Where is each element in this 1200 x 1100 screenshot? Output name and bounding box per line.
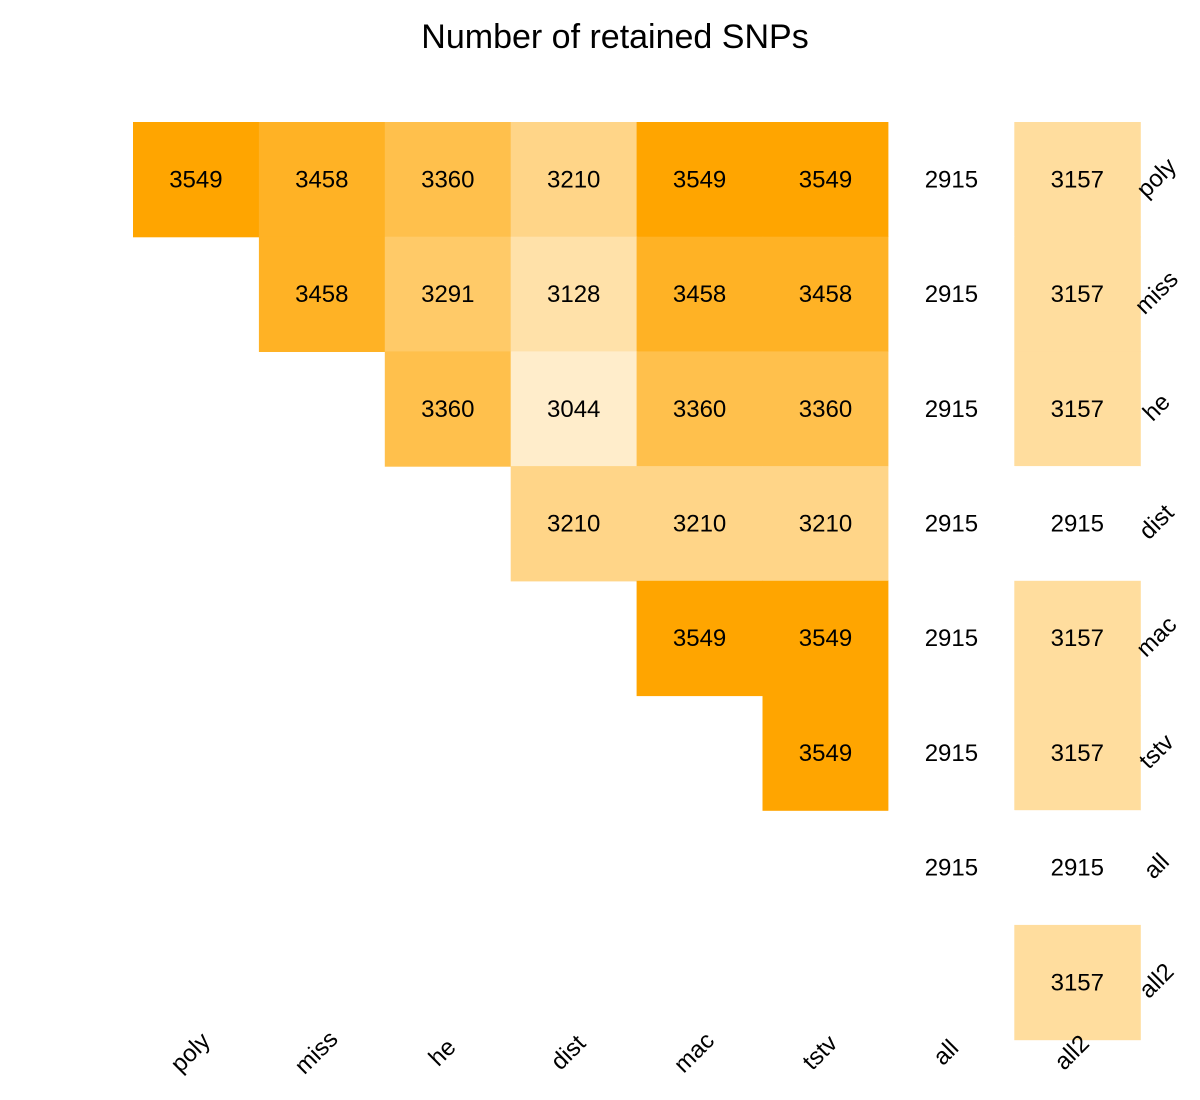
heatmap-cell-dist-tstv (762, 466, 889, 582)
heatmap-cell-he-he (384, 351, 512, 467)
cell-value-label: 3157 (1051, 166, 1104, 193)
heatmap-cell-mac-all (888, 580, 1015, 697)
heatmap-cell-miss-tstv (762, 236, 889, 352)
cell-value-label: 3458 (295, 166, 348, 193)
heatmap-cell-mac-mac (636, 580, 764, 697)
cell-value-label: 3360 (421, 166, 474, 193)
cell-value-label: 3549 (799, 740, 852, 767)
heatmap-cell-dist-all (888, 466, 1015, 582)
cell-value-label: 3549 (169, 166, 222, 193)
heatmap-cell-dist-mac (636, 466, 764, 582)
cell-value-label: 3549 (799, 625, 852, 652)
heatmap-cell-poly-mac (636, 122, 764, 238)
cell-value-label: 3210 (547, 166, 600, 193)
x-tick-label-tstv: tstv (797, 1030, 842, 1075)
cell-value-label: 3210 (547, 511, 600, 538)
heatmap-cell-all-all2 (1014, 810, 1141, 926)
cell-value-label: 3549 (673, 166, 726, 193)
cell-value-label: 2915 (925, 625, 978, 652)
cell-value-label: 2915 (925, 511, 978, 538)
x-tick-label-all: all (928, 1035, 964, 1071)
cell-value-label: 2915 (1051, 855, 1104, 882)
cells-layer (133, 122, 1141, 1041)
cell-value-label: 3044 (547, 396, 600, 423)
cell-value-label: 2915 (925, 740, 978, 767)
x-axis-labels: poly miss he dist mac tstv all all2 (165, 1026, 1094, 1080)
heatmap-cell-tstv-all (888, 695, 1015, 811)
cell-value-label: 3458 (295, 281, 348, 308)
cell-value-label: 3458 (799, 281, 852, 308)
x-tick-label-mac: mac (669, 1027, 720, 1078)
heatmap-cell-poly-tstv (762, 122, 889, 238)
heatmap-cell-all-all (888, 810, 1015, 926)
heatmap-cell-he-tstv (762, 351, 889, 467)
cell-value-label: 3157 (1051, 396, 1104, 423)
heatmap-cell-poly-poly (133, 122, 260, 238)
heatmap-cell-he-dist (510, 351, 638, 467)
cell-value-label: 3157 (1051, 740, 1104, 767)
x-tick-label-dist: dist (546, 1030, 592, 1076)
chart-title: Number of retained SNPs (421, 18, 808, 56)
heatmap-cell-miss-all2 (1014, 236, 1141, 352)
heatmap-cell-mac-all2 (1014, 580, 1141, 697)
cell-value-label: 3210 (673, 511, 726, 538)
heatmap-cell-poly-all2 (1014, 122, 1141, 238)
cell-value-label: 3157 (1051, 625, 1104, 652)
y-tick-label-all: all (1139, 848, 1175, 884)
labels-layer: 3549 3458 3360 3210 3549 3549 2915 3157 3458 3291… (169, 166, 1104, 996)
heatmap-cell-miss-he (384, 236, 512, 352)
y-tick-label-dist: dist (1134, 499, 1180, 545)
cell-value-label: 3291 (421, 281, 474, 308)
heatmap-cell-poly-all (888, 122, 1015, 238)
cell-value-label: 2915 (925, 855, 978, 882)
heatmap-cell-tstv-tstv (762, 695, 889, 811)
heatmap-cell-he-mac (636, 351, 764, 467)
heatmap-cell-miss-all (888, 236, 1015, 352)
cell-value-label: 2915 (1051, 511, 1104, 538)
cell-value-label: 3549 (673, 625, 726, 652)
heatmap-cell-tstv-all2 (1014, 695, 1141, 811)
cell-value-label: 3360 (799, 396, 852, 423)
cell-value-label: 3157 (1051, 969, 1104, 996)
heatmap-cell-poly-he (384, 122, 512, 238)
x-tick-label-miss: miss (290, 1026, 344, 1080)
heatmap-cell-he-all (888, 351, 1015, 467)
cell-value-label: 3458 (673, 281, 726, 308)
heatmap-cell-poly-dist (510, 122, 638, 238)
heatmap-cell-miss-dist (510, 236, 638, 352)
cell-value-label: 2915 (925, 166, 978, 193)
heatmap-cell-poly-miss (258, 122, 386, 238)
cell-value-label: 3128 (547, 281, 600, 308)
cell-value-label: 2915 (925, 396, 978, 423)
cell-value-label: 3360 (421, 396, 474, 423)
heatmap-cell-mac-tstv (762, 580, 889, 697)
x-tick-label-poly: poly (165, 1028, 215, 1078)
cell-value-label: 3210 (799, 511, 852, 538)
cell-value-label: 3157 (1051, 281, 1104, 308)
cell-value-label: 3549 (799, 166, 852, 193)
heatmap-cell-dist-all2 (1014, 466, 1141, 582)
y-tick-label-he: he (1138, 389, 1176, 427)
x-tick-label-he: he (424, 1034, 462, 1072)
cell-value-label: 2915 (925, 281, 978, 308)
heatmap-cell-miss-miss (258, 236, 386, 352)
heatmap-cell-all2-all2 (1014, 924, 1141, 1041)
heatmap-cell-dist-dist (510, 466, 638, 582)
cell-value-label: 3360 (673, 396, 726, 423)
heatmap-cell-miss-mac (636, 236, 764, 352)
heatmap-cell-he-all2 (1014, 351, 1141, 467)
